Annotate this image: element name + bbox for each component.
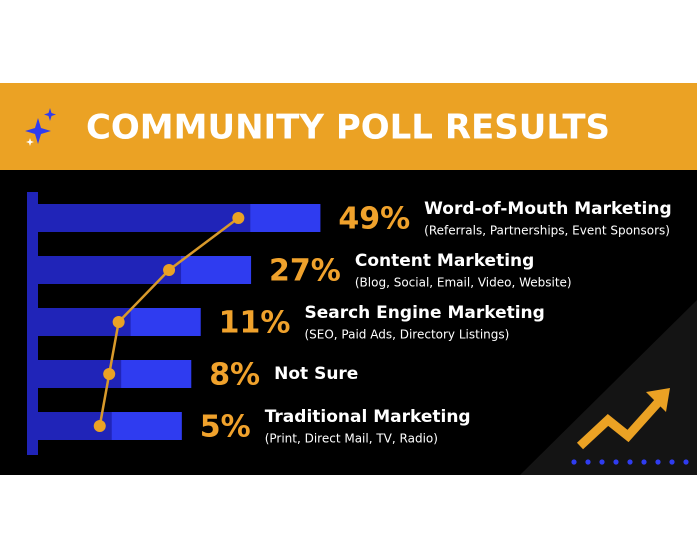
bar-highlight	[111, 412, 182, 440]
bar-highlight	[130, 308, 201, 336]
dot	[599, 459, 605, 465]
bar-highlight	[250, 204, 321, 232]
dot	[585, 459, 591, 465]
trend-point	[93, 420, 106, 432]
axis-bar	[27, 192, 38, 455]
category-label: Traditional Marketing	[265, 407, 471, 427]
category-label: Content Marketing	[355, 251, 534, 271]
dot	[571, 459, 577, 465]
trend-point	[103, 368, 116, 380]
trend-point	[112, 316, 125, 328]
trend-point	[232, 212, 245, 224]
value-label: 11%	[219, 306, 291, 341]
dot	[683, 459, 689, 465]
panel-shade	[520, 300, 697, 475]
value-label: 49%	[338, 202, 410, 237]
dot-pattern	[571, 459, 689, 465]
dot	[655, 459, 661, 465]
category-description: (Referrals, Partnerships, Event Sponsors…	[424, 224, 670, 238]
bar-highlight	[121, 360, 192, 388]
category-description: (Print, Direct Mail, TV, Radio)	[265, 432, 438, 446]
trend-point	[163, 264, 176, 276]
category-label: Not Sure	[274, 364, 358, 384]
category-label: Search Engine Marketing	[304, 303, 544, 323]
category-description: (SEO, Paid Ads, Directory Listings)	[304, 328, 509, 342]
sparkles	[25, 108, 56, 146]
banner	[0, 83, 697, 171]
trend-arrow	[576, 388, 670, 450]
value-label: 27%	[269, 254, 341, 289]
bar-highlight	[181, 256, 252, 284]
category-label: Word-of-Mouth Marketing	[424, 199, 671, 219]
dot	[613, 459, 619, 465]
dot	[627, 459, 633, 465]
dot	[641, 459, 647, 465]
category-description: (Blog, Social, Email, Video, Website)	[355, 276, 572, 290]
value-label: 5%	[200, 410, 251, 445]
dot	[669, 459, 675, 465]
value-label: 8%	[209, 358, 260, 393]
chart-title: COMMUNITY POLL RESULTS	[86, 108, 610, 148]
